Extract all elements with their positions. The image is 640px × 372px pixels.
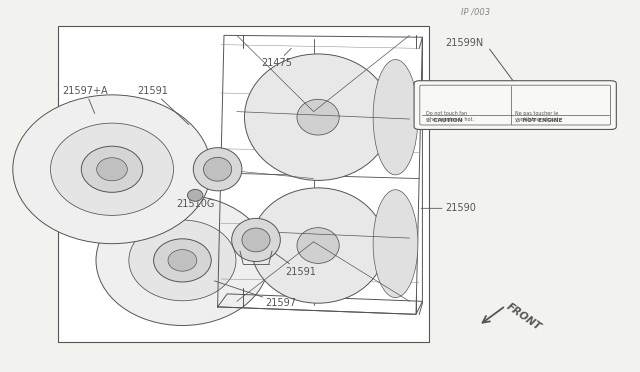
Text: 21591: 21591	[138, 86, 189, 125]
Text: 21597: 21597	[214, 281, 296, 308]
Ellipse shape	[154, 239, 211, 282]
Text: ⚠ HOT ENGINE: ⚠ HOT ENGINE	[515, 118, 562, 123]
Ellipse shape	[81, 146, 143, 192]
Ellipse shape	[97, 158, 127, 181]
Ellipse shape	[96, 195, 269, 326]
Ellipse shape	[251, 188, 385, 303]
Text: ⚠ CAUTION: ⚠ CAUTION	[426, 118, 462, 123]
Ellipse shape	[373, 190, 418, 298]
Ellipse shape	[129, 220, 236, 301]
FancyBboxPatch shape	[58, 26, 429, 342]
Ellipse shape	[204, 157, 232, 181]
Ellipse shape	[242, 228, 270, 252]
Ellipse shape	[297, 228, 339, 263]
Ellipse shape	[13, 95, 211, 244]
Ellipse shape	[168, 250, 197, 271]
Text: Do not touch fan
when engine is hot.: Do not touch fan when engine is hot.	[426, 111, 474, 122]
Ellipse shape	[232, 218, 280, 262]
Text: IP /003: IP /003	[461, 8, 490, 17]
Text: Ne pas toucher le
ventilateur chaud.: Ne pas toucher le ventilateur chaud.	[515, 111, 559, 122]
Ellipse shape	[193, 148, 242, 191]
Ellipse shape	[244, 54, 392, 180]
Text: FRONT: FRONT	[504, 301, 543, 332]
Text: 21591: 21591	[272, 251, 316, 276]
Ellipse shape	[297, 99, 339, 135]
Text: 21475: 21475	[261, 48, 292, 68]
Text: 21510G: 21510G	[176, 195, 214, 209]
Text: 21590: 21590	[421, 203, 476, 213]
Text: 21597+A: 21597+A	[63, 86, 108, 113]
Text: 21599N: 21599N	[445, 38, 483, 48]
Ellipse shape	[188, 189, 203, 201]
FancyBboxPatch shape	[414, 81, 616, 129]
Ellipse shape	[51, 123, 173, 215]
Ellipse shape	[373, 60, 418, 175]
